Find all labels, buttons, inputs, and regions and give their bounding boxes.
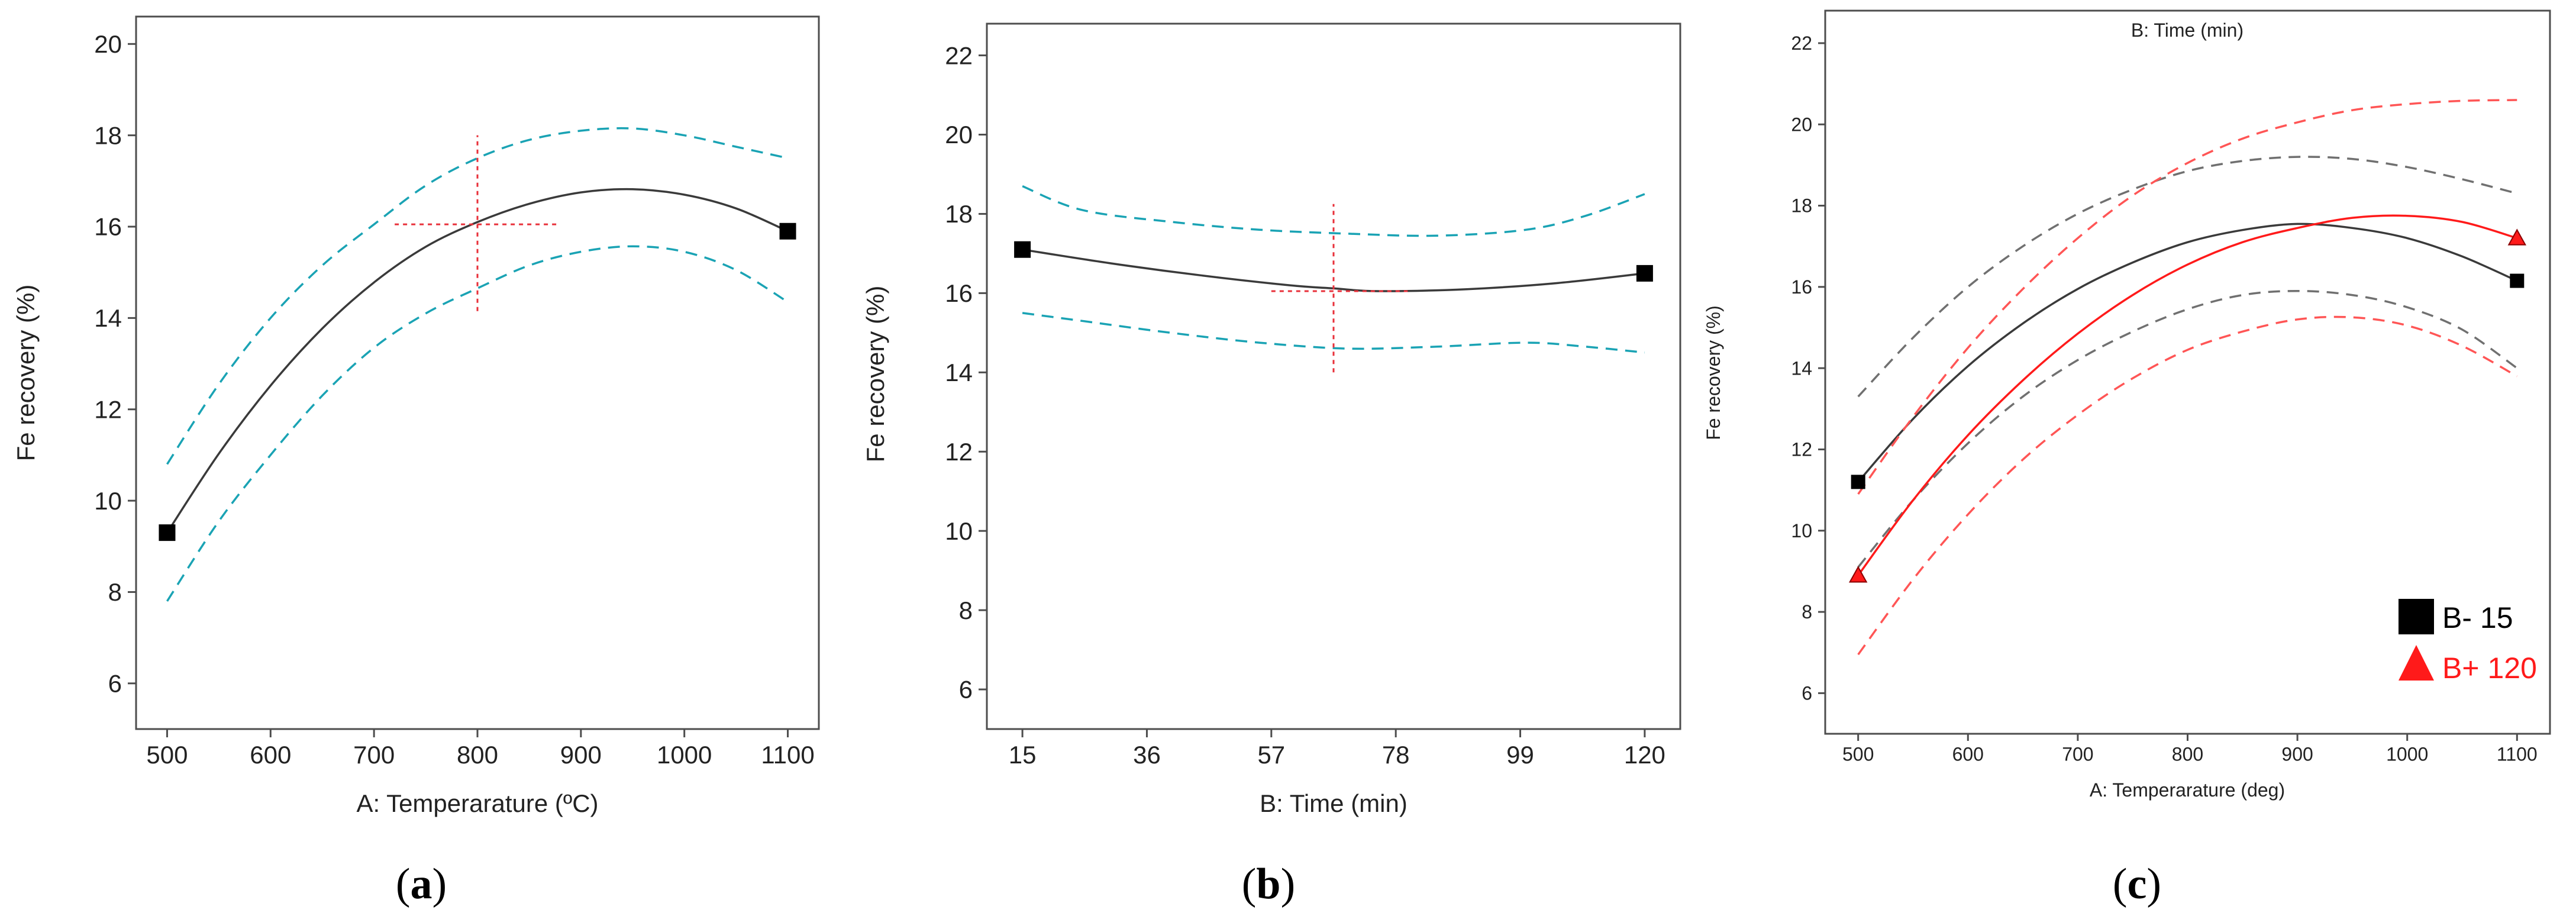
panel-c-marks [1848,99,2527,656]
y-tick-label: 18 [1791,195,1812,217]
panel-c-b-120-upper-ci-line [1857,99,2517,495]
panel-label-a: (a) [396,860,447,908]
y-tick-label: 12 [945,438,973,466]
panel-label-c: (c) [2113,860,2161,908]
panel-a-design-point-square [779,223,796,240]
panel-c-y-axis-label: Fe recovery (%) [1703,305,1724,440]
x-tick-label: 1100 [761,741,814,769]
panel-c-plot-frame [1824,9,2551,735]
panel-c-ticks: 500 600 700 800 900 1000 1100 6 8 10 12 14 16 18 20 22 [1791,33,2537,765]
x-tick-label: 700 [353,741,395,769]
y-tick-label: 10 [1791,520,1812,541]
x-tick-label: 99 [1506,741,1534,769]
panel-a-design-point-square [159,524,176,541]
panel-b-marks [1014,185,1653,373]
x-tick-label: 600 [250,741,291,769]
panel-a-lower-ci-line [166,245,789,602]
x-tick-label: 800 [2172,744,2203,765]
x-tick-label: 900 [560,741,602,769]
y-tick-label: 12 [1791,439,1812,460]
y-tick-label: 22 [945,41,973,69]
panel-c-title: B: Time (min) [2131,20,2243,41]
x-tick-label: 78 [1382,741,1410,769]
panel-a-x-axis-label: A: Temperarature (ºC) [356,789,598,817]
x-tick-label: 800 [457,741,498,769]
panel-b-chart: 15 36 57 78 99 120 6 8 10 12 14 16 18 20 22 B: Time (m… [861,22,1681,817]
x-tick-label: 600 [1952,744,1984,765]
panel-a-y-axis-label: Fe recovery (%) [12,285,40,462]
x-tick-label: 57 [1257,741,1285,769]
y-tick-label: 10 [94,487,122,515]
panel-c-b-15-fit-line [1857,223,2518,483]
y-tick-label: 6 [1802,683,1812,704]
panel-c-x-axis-label: A: Temperarature (deg) [2090,779,2285,801]
x-tick-label: 15 [1009,741,1037,769]
y-tick-label: 6 [959,676,973,704]
panel-a-marks [159,127,796,602]
panel-c-legend: B- 15 B+ 120 [2399,599,2537,685]
y-tick-label: 20 [1791,114,1812,135]
y-tick-label: 10 [945,517,973,545]
panel-a-upper-ci-line [166,127,788,465]
panel-c-b-15-upper-ci-line [1857,156,2517,398]
y-tick-label: 22 [1791,33,1812,54]
panel-c-b-120-lower-ci-line [1857,315,2518,656]
panel-b-x-axis-label: B: Time (min) [1260,789,1408,817]
panel-a-ticks: 500 600 700 800 900 1000 1100 6 8 10 12 14 16 18 20 [94,30,814,769]
y-tick-label: 16 [94,213,122,241]
y-tick-label: 20 [94,30,122,58]
x-tick-label: 500 [146,741,188,769]
y-tick-label: 14 [94,304,122,332]
panel-c-b-15-lower-ci-line [1857,289,2518,568]
panel-c-design-point-triangle [1848,566,1868,583]
x-tick-label: 1000 [657,741,712,769]
panel-c-b-120-fit-line [1857,214,2517,576]
legend-label-high: B+ 120 [2442,652,2537,685]
y-tick-label: 14 [1791,357,1812,379]
x-tick-label: 900 [2281,744,2313,765]
y-tick-label: 16 [1791,276,1812,298]
y-tick-label: 20 [945,121,973,149]
panel-c-design-point-square [1851,475,1865,489]
y-tick-label: 14 [945,359,973,386]
panel-b-plot-frame [986,22,1681,730]
panel-b-design-point-square [1014,241,1031,258]
y-tick-label: 18 [94,121,122,149]
legend-triangle-marker [2399,645,2434,681]
panel-a-plot-frame [135,15,820,730]
x-tick-label: 36 [1133,741,1161,769]
y-tick-label: 18 [945,200,973,228]
panel-c-design-point-square [2510,273,2525,288]
x-tick-label: 700 [2062,744,2093,765]
legend-label-low: B- 15 [2442,601,2513,634]
y-tick-label: 8 [108,578,122,606]
legend-square-marker [2399,599,2434,634]
panel-b-ticks: 15 36 57 78 99 120 6 8 10 12 14 16 18 20 22 [945,41,1665,769]
y-tick-label: 6 [108,670,122,698]
x-tick-label: 500 [1842,744,1874,765]
panel-b-y-axis-label: Fe recovery (%) [861,286,889,463]
x-tick-label: 120 [1624,741,1665,769]
panel-label-b: (b) [1242,860,1295,908]
panel-c-chart: 500 600 700 800 900 1000 11006810121416182022 … [1703,9,2551,801]
y-tick-label: 12 [94,395,122,423]
y-tick-label: 8 [1802,601,1812,623]
y-tick-label: 8 [959,596,973,624]
x-tick-label: 1000 [2386,744,2428,765]
x-tick-label: 1100 [2497,744,2538,765]
y-tick-label: 16 [945,279,973,307]
panel-a-fit-line [166,188,789,534]
panel-c-design-point-triangle [2507,228,2527,246]
panel-b-design-point-square [1636,265,1653,282]
panel-a-chart: 500 600 700 800 900 1000 1100 6 8 10 12 14 16 18 20 A:… [12,15,820,817]
